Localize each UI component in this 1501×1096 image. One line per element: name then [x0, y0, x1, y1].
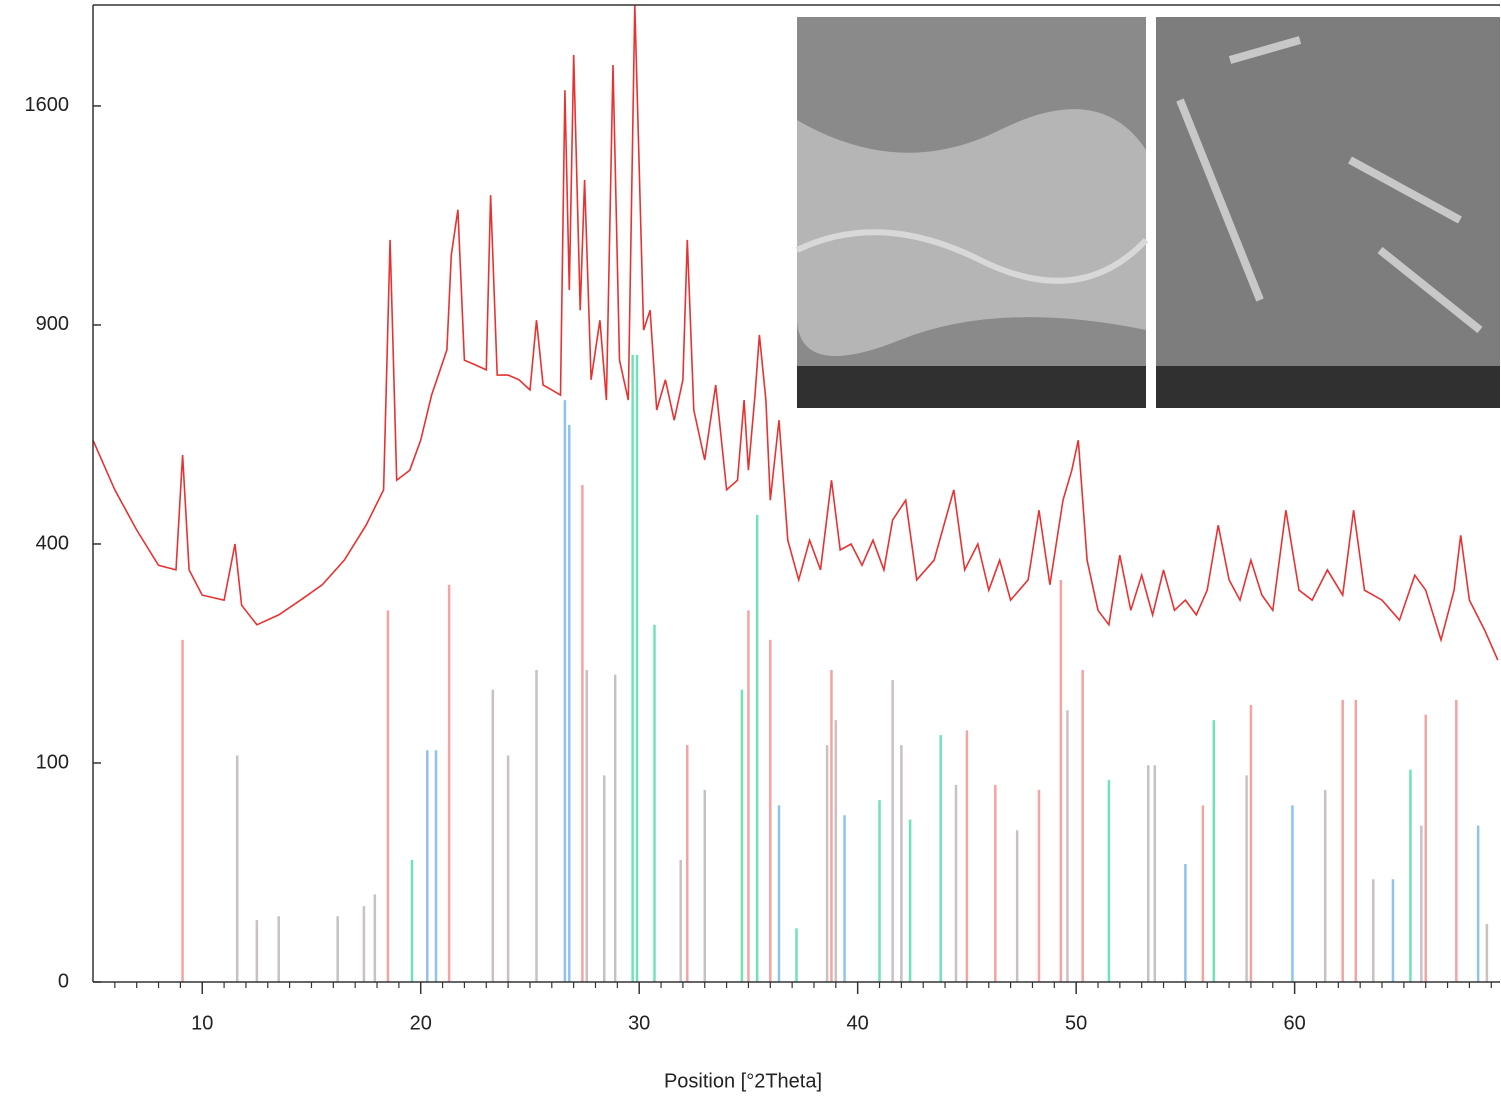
- y-tick-label: 100: [36, 751, 69, 773]
- sem-texture: [795, 229, 1149, 284]
- y-tick-label: 0: [58, 970, 69, 992]
- x-tick-label: 20: [410, 1012, 432, 1034]
- y-tick-label: 400: [36, 532, 69, 554]
- diffraction-curve: [92, 4, 1499, 661]
- y-tick-label: 900: [36, 313, 69, 335]
- x-tick-label: 30: [628, 1012, 650, 1034]
- x-tick-label: 50: [1065, 1012, 1087, 1034]
- x-axis-label: Position [°2Theta]: [664, 1070, 822, 1092]
- sem-caption-bar: [797, 366, 1146, 408]
- sem-texture: [797, 109, 1146, 356]
- sem-caption-bar: [1156, 366, 1500, 408]
- sem-inset: [795, 17, 1500, 408]
- x-tick-label: 10: [191, 1012, 213, 1034]
- sem-texture: [1176, 36, 1483, 334]
- x-tick-label: 40: [847, 1012, 869, 1034]
- x-tick-label: 60: [1284, 1012, 1306, 1034]
- y-tick-label: 1600: [25, 94, 70, 116]
